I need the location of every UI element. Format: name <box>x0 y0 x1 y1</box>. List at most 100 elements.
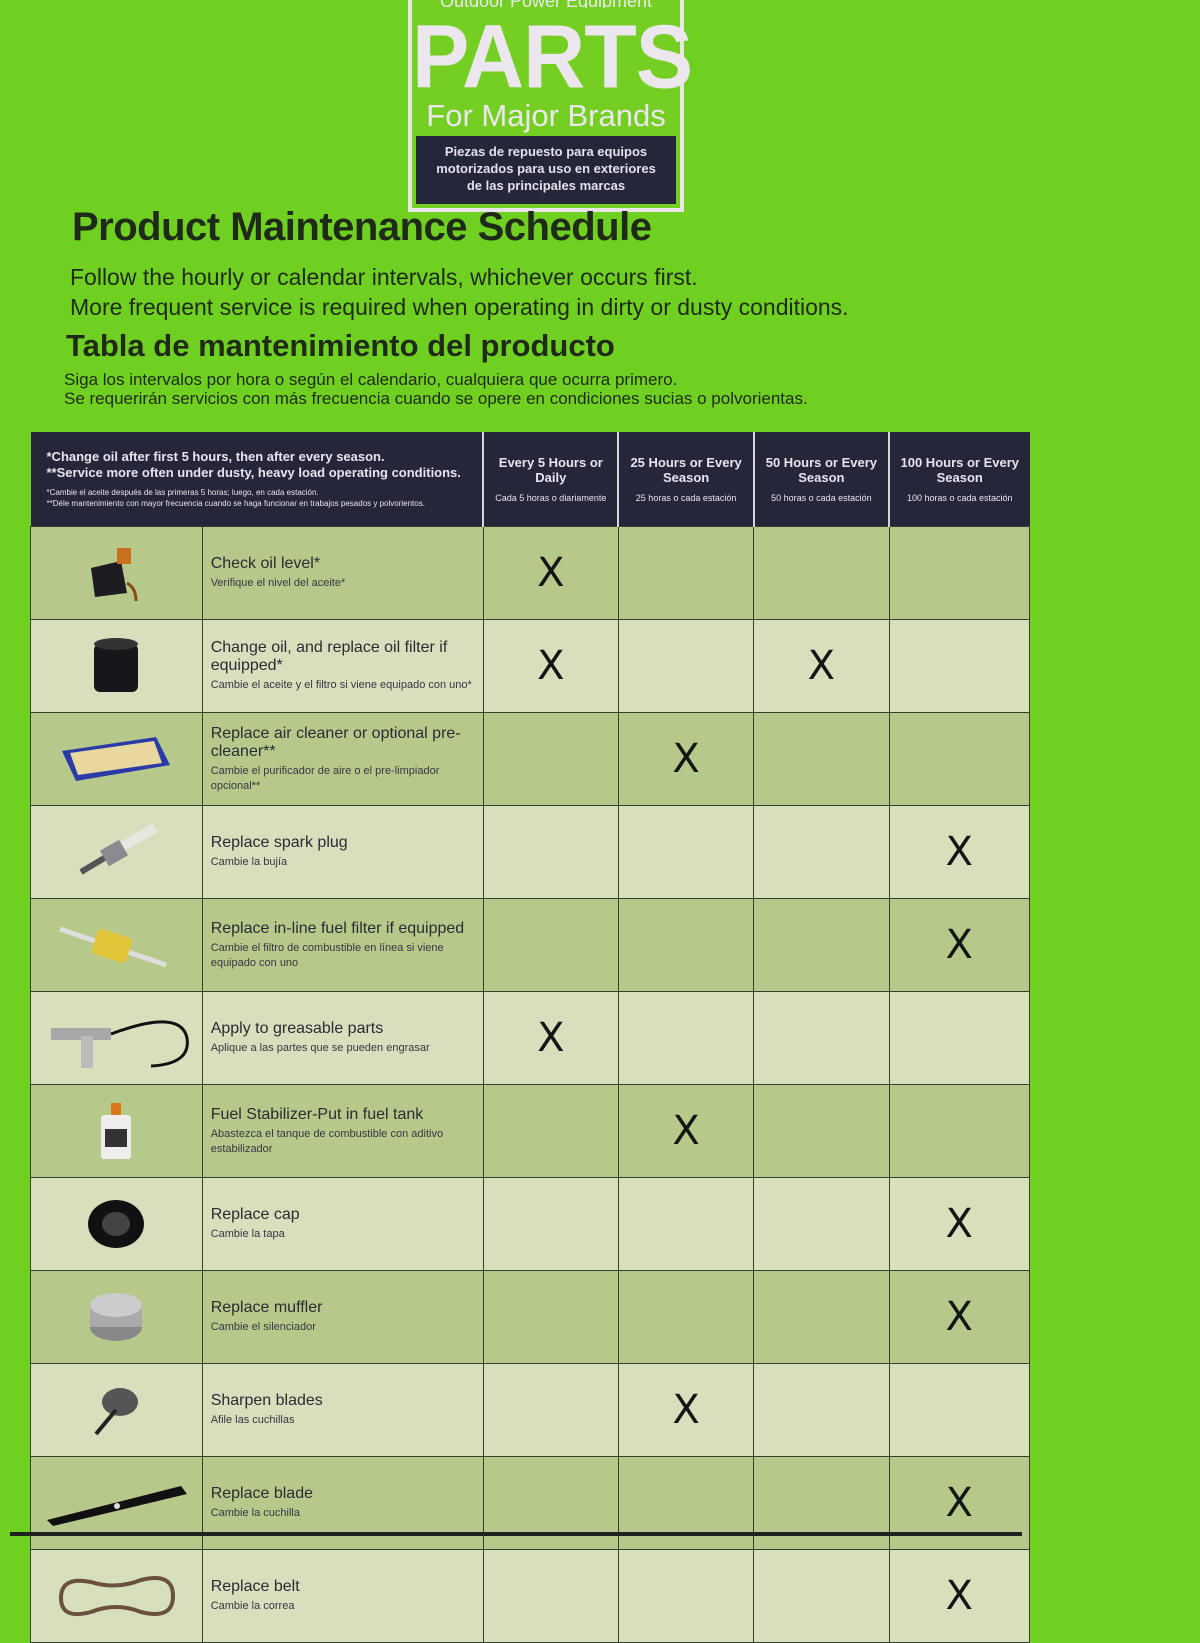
column-header-en: Every 5 Hours or Daily <box>498 455 603 485</box>
table-row: Check oil level* Verifique el nivel del a… <box>30 526 1031 620</box>
check-mark: X <box>537 550 565 596</box>
interval-cell: X <box>888 1177 1031 1271</box>
task-cell: Apply to greasable parts Aplique a las pa… <box>201 991 484 1085</box>
task-cell: Replace in-line fuel filter if equipped C… <box>201 898 484 992</box>
interval-cell <box>617 619 755 713</box>
interval-cell: X <box>753 619 890 713</box>
row-image <box>30 1084 203 1178</box>
interval-cell <box>617 526 755 620</box>
interval-cell <box>482 1084 619 1178</box>
interval-cell: X <box>888 898 1031 992</box>
interval-cell <box>482 1177 619 1271</box>
task-es: Cambie el filtro de combustible en línea… <box>210 941 444 969</box>
fuel-stabilizer-icon <box>91 1103 141 1159</box>
column-header: 50 Hours or Every Season 50 horas o cada … <box>752 432 890 527</box>
column-header-es: 25 horas o cada estación <box>635 493 737 503</box>
interval-cell <box>753 1084 890 1178</box>
task-en: Replace muffler <box>210 1299 323 1316</box>
interval-cell <box>753 1549 890 1643</box>
muffler-icon <box>84 1293 148 1341</box>
intro-en: Follow the hourly or calendar intervals,… <box>70 262 849 322</box>
interval-cell: X <box>888 1549 1031 1643</box>
interval-cell <box>617 1549 755 1643</box>
interval-cell <box>888 619 1031 713</box>
task-cell: Replace air cleaner or optional pre-clea… <box>201 712 484 806</box>
task-cell: Check oil level* Verifique el nivel del a… <box>201 526 484 620</box>
task-en: Replace belt <box>210 1578 300 1595</box>
table-row: Replace in-line fuel filter if equipped C… <box>30 898 1031 992</box>
interval-cell <box>482 805 619 899</box>
column-header: 100 Hours or Every Season 100 horas o cad… <box>888 432 1030 527</box>
parts-logo: Outdoor Power Equipment PARTS For Major … <box>408 0 693 212</box>
task-es: Abastezca el tanque de combustible con a… <box>210 1127 444 1155</box>
column-header-es: Cada 5 horas o diariamente <box>495 493 607 503</box>
interval-cell <box>888 991 1031 1085</box>
interval-cell <box>753 526 890 620</box>
interval-cell <box>753 1363 890 1457</box>
interval-cell <box>482 1363 619 1457</box>
table-row: Replace spark plug Cambie la bujía X <box>30 805 1031 899</box>
interval-cell <box>753 805 890 899</box>
row-image <box>30 898 203 992</box>
task-es: Cambie la cuchilla <box>210 1507 300 1519</box>
check-mark: X <box>945 1480 973 1526</box>
task-cell: Fuel Stabilizer-Put in fuel tank Abastezc… <box>201 1084 484 1178</box>
interval-cell <box>482 1270 619 1364</box>
interval-cell <box>753 1177 890 1271</box>
maintenance-table: *Change oil after first 5 hours, then af… <box>30 432 1031 1643</box>
interval-cell: X <box>482 526 619 620</box>
check-mark: X <box>537 643 565 689</box>
interval-cell <box>617 898 755 992</box>
task-es: Cambie el purificador de aire o el pre-l… <box>210 764 440 792</box>
fuel-filter-icon <box>56 926 176 968</box>
task-en: Replace air cleaner or optional pre-clea… <box>210 724 461 760</box>
task-cell: Replace belt Cambie la correa <box>201 1549 484 1643</box>
check-mark: X <box>537 1015 565 1061</box>
logo-spanish-line: de las principales marcas <box>466 178 626 193</box>
task-cell: Sharpen blades Afile las cuchillas <box>201 1363 484 1457</box>
check-mark: X <box>672 1108 700 1154</box>
task-cell: Replace cap Cambie la tapa <box>201 1177 484 1271</box>
interval-cell: X <box>888 1270 1031 1364</box>
task-en: Replace cap <box>210 1206 300 1223</box>
task-es: Cambie la tapa <box>210 1228 285 1240</box>
row-image <box>30 619 203 713</box>
belt-icon <box>51 1576 181 1617</box>
interval-cell <box>753 1270 890 1364</box>
interval-cell <box>888 526 1031 620</box>
table-header: *Change oil after first 5 hours, then af… <box>30 432 1030 527</box>
task-es: Verifique el nivel del aceite* <box>210 577 346 589</box>
interval-cell <box>617 1270 755 1364</box>
note-es: **Déle mantenimiento con mayor frecuenci… <box>46 499 425 508</box>
interval-cell <box>482 712 619 806</box>
table-row: Apply to greasable parts Aplique a las pa… <box>30 991 1031 1085</box>
table-row: Sharpen blades Afile las cuchillas X <box>30 1363 1031 1457</box>
task-cell: Replace muffler Cambie el silenciador <box>201 1270 484 1364</box>
interval-cell <box>753 712 890 806</box>
intro-es-line: Se requerirán servicios con más frecuenc… <box>64 389 808 408</box>
check-mark: X <box>945 922 973 968</box>
logo-subtitle: For Major Brands <box>426 98 666 133</box>
logo-spanish-line: Piezas de repuesto para equipos <box>444 144 648 159</box>
task-cell: Change oil, and replace oil filter if eq… <box>201 619 484 713</box>
task-es: Afile las cuchillas <box>210 1414 295 1426</box>
interval-cell: X <box>617 1363 755 1457</box>
interval-cell <box>888 712 1031 806</box>
oil-filter-icon <box>86 638 146 692</box>
heading-en: Product Maintenance Schedule <box>72 205 652 249</box>
interval-cell <box>617 1177 755 1271</box>
interval-cell <box>888 1363 1031 1457</box>
interval-cell <box>482 1549 619 1643</box>
table-row: Fuel Stabilizer-Put in fuel tank Abastezc… <box>30 1084 1031 1178</box>
row-image <box>30 526 203 620</box>
task-en: Fuel Stabilizer-Put in fuel tank <box>210 1105 424 1123</box>
intro-es-line: Siga los intervalos por hora o según el … <box>64 370 678 389</box>
interval-cell: X <box>482 991 619 1085</box>
row-image <box>30 1549 203 1643</box>
logo-spanish-line: motorizados para uso en exteriores <box>436 161 656 176</box>
task-es: Cambie la correa <box>210 1600 295 1612</box>
row-image <box>30 1363 203 1457</box>
heading-es: Tabla de mantenimiento del producto <box>66 328 615 363</box>
mower-blade-icon <box>41 1486 191 1526</box>
column-header-en: 100 Hours or Every Season <box>900 455 1020 485</box>
